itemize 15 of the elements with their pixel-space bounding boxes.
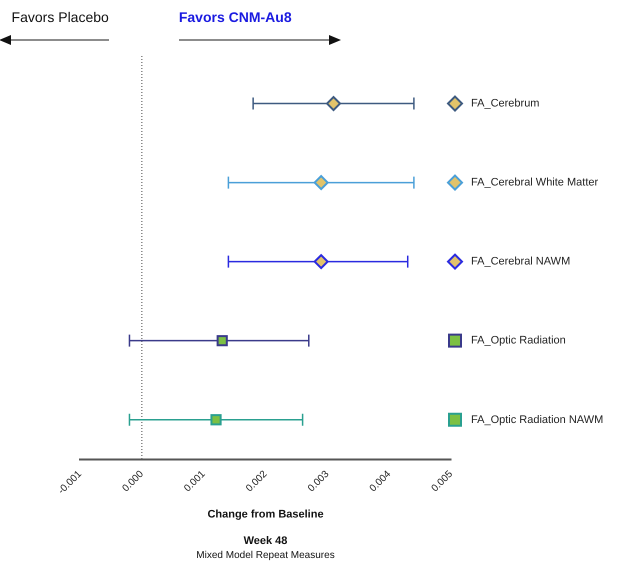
point: [314, 175, 329, 190]
legend-label: FA_Optic Radiation: [471, 334, 566, 347]
point: [326, 96, 342, 112]
text: Favors Placebo: [12, 8, 110, 25]
legend-label: FA_Cerebral NAWM: [471, 256, 570, 268]
point: [210, 414, 222, 426]
point: [314, 254, 329, 270]
text: Favors CNM-Au8: [178, 8, 292, 25]
legend-label: FA_Optic Radiation NAWM: [471, 414, 604, 426]
point: [216, 335, 228, 346]
text: Mixed Model Repeat Measures: [196, 550, 335, 561]
legend-label: FA_Cerebrum: [471, 98, 540, 110]
x-axis-title: Change from Baseline: [207, 508, 324, 520]
legend-label: FA_Cerebral White Matter: [471, 176, 598, 189]
text: Week 48: [244, 535, 288, 548]
